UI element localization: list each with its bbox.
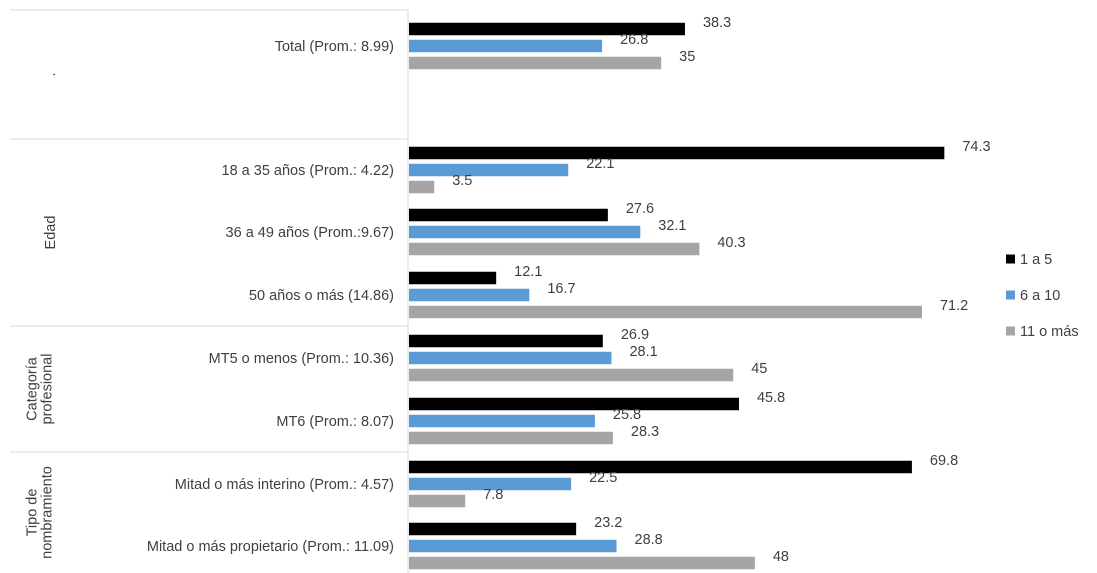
bar-6-a-10 xyxy=(409,351,612,365)
group-label: Tipo denombramiento xyxy=(25,466,56,559)
category-label: Mitad o más interino (Prom.: 4.57) xyxy=(175,477,394,493)
data-label: 22.1 xyxy=(586,156,614,172)
bar-11-o-ms xyxy=(409,431,613,445)
bar-1-a-5 xyxy=(409,146,945,160)
bar-6-a-10 xyxy=(409,39,603,53)
bar-11-o-ms xyxy=(409,305,922,319)
category-label: 18 a 35 años (Prom.: 4.22) xyxy=(222,163,395,179)
bar-6-a-10 xyxy=(409,288,530,302)
category-label: Mitad o más propietario (Prom.: 11.09) xyxy=(147,539,394,555)
data-label: 26.9 xyxy=(621,327,649,343)
data-label: 69.8 xyxy=(930,453,958,469)
group-label-line: Categoría xyxy=(25,356,41,421)
data-label: 28.8 xyxy=(635,532,663,548)
data-label: 28.3 xyxy=(631,424,659,440)
category-label: 50 años o más (14.86) xyxy=(249,288,394,304)
data-label: 16.7 xyxy=(547,281,575,297)
group-label: . xyxy=(43,72,59,76)
bar-6-a-10 xyxy=(409,163,569,177)
bar-1-a-5 xyxy=(409,208,608,222)
bar-11-o-ms xyxy=(409,242,700,256)
bar-11-o-ms xyxy=(409,180,435,194)
bar-1-a-5 xyxy=(409,22,685,36)
data-label: 23.2 xyxy=(594,515,622,531)
data-label: 12.1 xyxy=(514,264,542,280)
legend-label: 1 a 5 xyxy=(1020,252,1052,268)
legend-label: 6 a 10 xyxy=(1020,288,1060,304)
legend-swatch xyxy=(1006,290,1015,300)
data-label: 7.8 xyxy=(483,487,503,503)
group-label-line: nombramiento xyxy=(40,466,56,559)
legend-swatch xyxy=(1006,254,1015,264)
group-label: Categoríaprofesional xyxy=(25,354,56,425)
bar-1-a-5 xyxy=(409,522,577,536)
category-label: MT5 o menos (Prom.: 10.36) xyxy=(209,351,394,367)
legend-swatch xyxy=(1006,326,1015,336)
group-label-line: profesional xyxy=(40,354,56,425)
bar-6-a-10 xyxy=(409,225,641,239)
data-label: 25.8 xyxy=(613,407,641,423)
data-label: 26.8 xyxy=(620,32,648,48)
category-label: Total (Prom.: 8.99) xyxy=(275,39,394,55)
bar-1-a-5 xyxy=(409,271,497,285)
data-label: 35 xyxy=(679,49,695,65)
bar-1-a-5 xyxy=(409,460,912,474)
bar-1-a-5 xyxy=(409,397,739,411)
bar-11-o-ms xyxy=(409,494,466,508)
bar-11-o-ms xyxy=(409,56,662,70)
group-label-line: Edad xyxy=(43,216,59,250)
bar-6-a-10 xyxy=(409,539,617,553)
bar-6-a-10 xyxy=(409,477,572,491)
data-label: 28.1 xyxy=(629,344,657,360)
data-label: 71.2 xyxy=(940,298,968,314)
category-label: MT6 (Prom.: 8.07) xyxy=(276,414,394,430)
data-label: 45.8 xyxy=(757,390,785,406)
legend-label: 11 o más xyxy=(1020,324,1079,340)
data-label: 38.3 xyxy=(703,15,731,31)
bar-11-o-ms xyxy=(409,556,755,570)
bar-6-a-10 xyxy=(409,414,595,428)
bar-1-a-5 xyxy=(409,334,603,348)
group-label-line: Tipo de xyxy=(25,489,41,537)
group-label: Edad xyxy=(43,216,59,250)
data-label: 45 xyxy=(751,361,767,377)
data-label: 48 xyxy=(773,549,789,565)
data-label: 32.1 xyxy=(658,218,686,234)
data-label: 22.5 xyxy=(589,470,617,486)
data-label: 27.6 xyxy=(626,201,654,217)
category-label: 36 a 49 años (Prom.:9.67) xyxy=(226,225,394,241)
bar-11-o-ms xyxy=(409,368,734,382)
group-label-line: . xyxy=(43,72,59,76)
data-label: 74.3 xyxy=(962,139,990,155)
data-label: 3.5 xyxy=(452,173,472,189)
data-label: 40.3 xyxy=(717,235,745,251)
